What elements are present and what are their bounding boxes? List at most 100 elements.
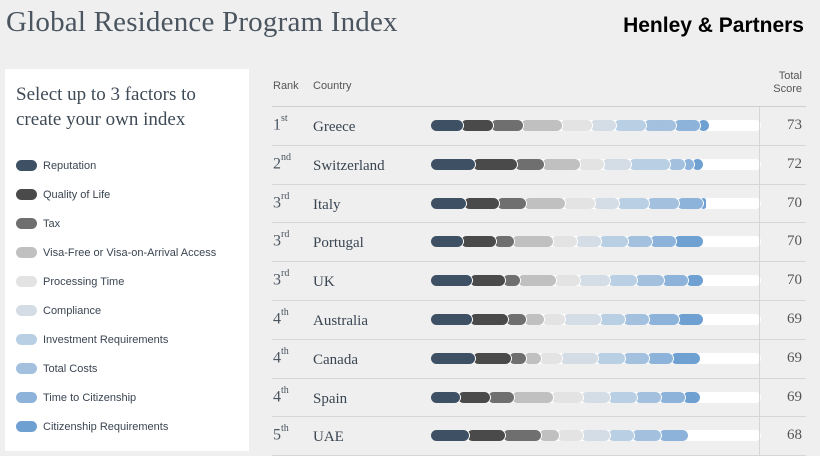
bar-segment (683, 391, 700, 403)
table-row[interactable]: 3rd UK 70 (272, 262, 806, 301)
table-row[interactable]: 5th UAE 68 (272, 417, 806, 456)
bar-segment (557, 430, 583, 442)
bar-segment (608, 430, 634, 442)
bar-segment (578, 158, 604, 170)
bar-segment (488, 391, 514, 403)
bar-segment (644, 120, 676, 131)
column-divider (759, 262, 760, 300)
score-breakdown-bar (431, 352, 761, 364)
rank-cell: 3rd (273, 190, 290, 212)
country-name: Greece (313, 119, 356, 135)
bar-segment (599, 236, 628, 248)
factor-label: Compliance (43, 304, 102, 317)
total-score: 73 (787, 117, 802, 133)
factor-option[interactable]: Processing Time (16, 267, 216, 296)
bar-segment (659, 430, 688, 442)
bar-segment (575, 236, 601, 248)
bar-segment (551, 391, 583, 403)
factor-label: Processing Time (43, 275, 125, 288)
bar-segment (470, 275, 505, 287)
bar-segment (686, 275, 703, 287)
bar-segment (647, 352, 673, 364)
rank-number: 2 (273, 155, 281, 173)
bar-segment (662, 275, 688, 287)
table-row[interactable]: 1st Greece 73 (272, 107, 806, 146)
rank-column-header: Rank (273, 80, 299, 92)
bar-segment (677, 197, 703, 209)
factor-option[interactable]: Visa-Free or Visa-on-Arrival Access (16, 238, 216, 267)
rank-suffix: st (281, 113, 288, 124)
factor-option[interactable]: Total Costs (16, 354, 216, 383)
factor-label: Quality of Life (43, 188, 111, 201)
bar-segment (506, 313, 526, 325)
score-breakdown-bar (431, 236, 761, 248)
factor-color-swatch (16, 247, 37, 258)
sidebar-heading: Select up to 3 factors to create your ow… (16, 84, 196, 130)
bar-segment (632, 430, 661, 442)
bar-segment (503, 275, 520, 287)
country-name: Australia (313, 312, 368, 329)
factor-option[interactable]: Time to Citizenship (16, 383, 216, 412)
rank-suffix: rd (281, 190, 290, 202)
total-score-column-header: Total Score (773, 70, 802, 95)
bar-segment (509, 352, 526, 364)
bar-segment (551, 236, 577, 248)
score-breakdown-bar (431, 430, 761, 442)
bar-segment (524, 352, 541, 364)
table-row[interactable]: 3rd Italy 70 (272, 184, 806, 224)
table-row[interactable]: 4th Australia 69 (272, 300, 806, 340)
bar-segment (698, 120, 709, 131)
rank-cell: 3rd (273, 229, 289, 250)
table-row[interactable]: 4th Spain 69 (272, 378, 806, 418)
score-breakdown-bar (431, 391, 761, 403)
bar-segment (617, 197, 649, 209)
factor-option[interactable]: Citizenship Requirements (16, 412, 216, 441)
factor-option[interactable]: Compliance (16, 296, 216, 325)
table-row[interactable]: 2nd Switzerland 72 (272, 145, 806, 185)
bar-segment (701, 197, 706, 209)
score-breakdown-bar (431, 158, 761, 170)
rank-suffix: rd (281, 268, 290, 280)
rank-suffix: th (281, 306, 289, 318)
bar-segment (581, 430, 610, 442)
bar-segment (563, 197, 595, 209)
bar-segment (431, 313, 472, 325)
bar-segment (431, 430, 469, 442)
bar-segment (494, 236, 514, 248)
bar-segment (521, 120, 562, 131)
column-divider (759, 223, 760, 262)
bar-segment (647, 197, 679, 209)
bar-segment (590, 120, 616, 131)
bar-segment (563, 313, 601, 325)
bar-segment (512, 391, 553, 403)
table-row[interactable]: 4th Canada 69 (272, 339, 806, 379)
table-row[interactable]: 3rd Portugal 70 (272, 223, 806, 263)
factor-option[interactable]: Tax (16, 209, 216, 238)
country-column-header: Country (313, 80, 352, 92)
column-divider (759, 339, 760, 378)
factor-color-swatch (16, 392, 37, 403)
bar-segment (677, 313, 703, 325)
rank-cell: 5th (273, 423, 289, 444)
bar-segment (599, 313, 625, 325)
score-breakdown-bar (431, 197, 761, 209)
total-score: 72 (787, 155, 802, 172)
bar-segment (614, 120, 646, 131)
rank-cell: 3rd (273, 268, 290, 289)
country-name: Italy (313, 196, 341, 213)
bar-segment (635, 391, 661, 403)
bar-segment (554, 275, 580, 287)
bar-segment (593, 197, 619, 209)
factor-option[interactable]: Quality of Life (16, 180, 216, 209)
bar-segment (431, 352, 475, 364)
factor-label: Reputation (43, 159, 97, 172)
factor-option[interactable]: Investment Requirements (16, 325, 216, 354)
factor-option[interactable]: Reputation (16, 151, 216, 180)
bar-segment (512, 236, 553, 248)
brand-logo-text: Henley & Partners (623, 14, 804, 37)
bar-segment (674, 236, 703, 248)
bar-segment (629, 158, 670, 170)
bar-segment (473, 352, 511, 364)
factor-color-swatch (16, 276, 37, 287)
column-divider (759, 184, 760, 223)
